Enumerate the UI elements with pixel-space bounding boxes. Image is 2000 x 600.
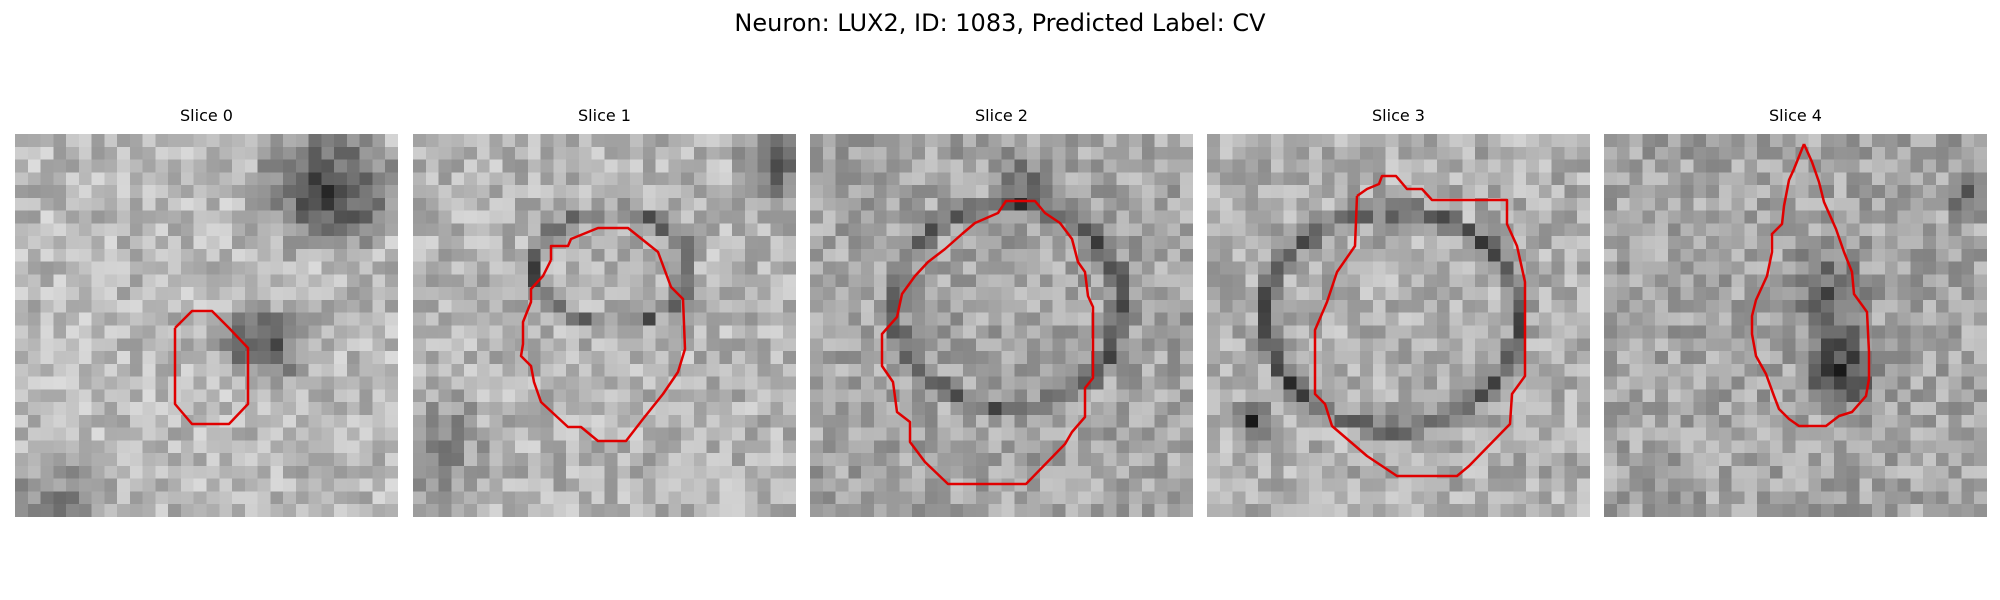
slice-title-3: Slice 3 xyxy=(1372,106,1425,125)
roi-contour-2 xyxy=(880,199,1095,486)
slice-title-2: Slice 2 xyxy=(975,106,1028,125)
slice-image-4 xyxy=(1604,134,1987,517)
contour-overlay-4 xyxy=(1750,143,1871,428)
slice-title-1: Slice 1 xyxy=(578,106,631,125)
slice-title-0: Slice 0 xyxy=(180,106,233,125)
roi-contour-4 xyxy=(1750,143,1871,428)
roi-contour-1 xyxy=(519,226,687,443)
slice-image-1 xyxy=(413,134,796,517)
roi-contour-0 xyxy=(173,309,250,426)
figure-title: Neuron: LUX2, ID: 1083, Predicted Label:… xyxy=(734,9,1266,37)
slice-image-0 xyxy=(15,134,398,517)
contour-overlay-0 xyxy=(173,309,250,426)
roi-contour-3 xyxy=(1313,174,1527,478)
slice-image-2 xyxy=(810,134,1193,517)
contour-overlay-3 xyxy=(1313,174,1527,478)
contour-overlay-2 xyxy=(880,199,1095,486)
slice-title-4: Slice 4 xyxy=(1769,106,1822,125)
contour-overlay-1 xyxy=(519,226,687,443)
